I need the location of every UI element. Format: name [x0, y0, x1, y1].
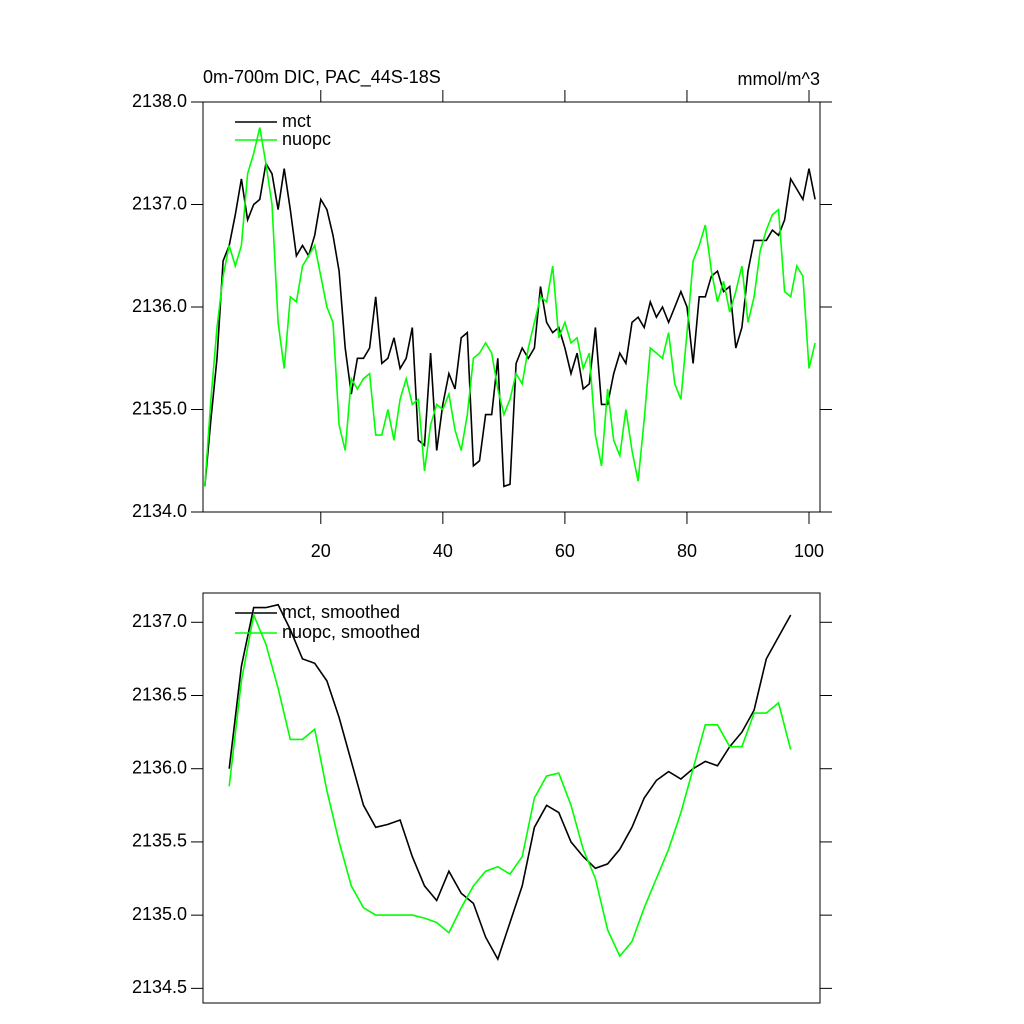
y-tick-label: 2137.0 [132, 611, 187, 631]
legend-label: mct [282, 111, 311, 131]
y-tick-label: 2136.0 [132, 757, 187, 777]
series-line [204, 127, 816, 487]
x-tick-label: 40 [433, 541, 453, 561]
x-tick-label: 80 [677, 541, 697, 561]
y-tick-label: 2136.0 [132, 296, 187, 316]
series-line [228, 612, 792, 958]
y-tick-label: 2134.0 [132, 501, 187, 521]
legend-label: mct, smoothed [282, 602, 400, 622]
legend-label: nuopc [282, 129, 331, 149]
y-tick-label: 2135.0 [132, 398, 187, 418]
chart-title: 0m-700m DIC, PAC_44S-18S [203, 67, 441, 88]
x-tick-label: 100 [794, 541, 824, 561]
x-tick-label: 20 [311, 541, 331, 561]
y-tick-label: 2136.5 [132, 684, 187, 704]
y-tick-label: 2135.5 [132, 831, 187, 851]
units-label: mmol/m^3 [738, 69, 820, 89]
legend-label: nuopc, smoothed [282, 622, 420, 642]
x-tick-label: 60 [555, 541, 575, 561]
series-line [228, 603, 792, 962]
y-tick-label: 2135.0 [132, 904, 187, 924]
series-line [204, 161, 816, 488]
plot-frame [202, 592, 821, 1004]
y-tick-label: 2138.0 [132, 91, 187, 111]
y-tick-label: 2134.5 [132, 977, 187, 997]
y-tick-label: 2137.0 [132, 193, 187, 213]
